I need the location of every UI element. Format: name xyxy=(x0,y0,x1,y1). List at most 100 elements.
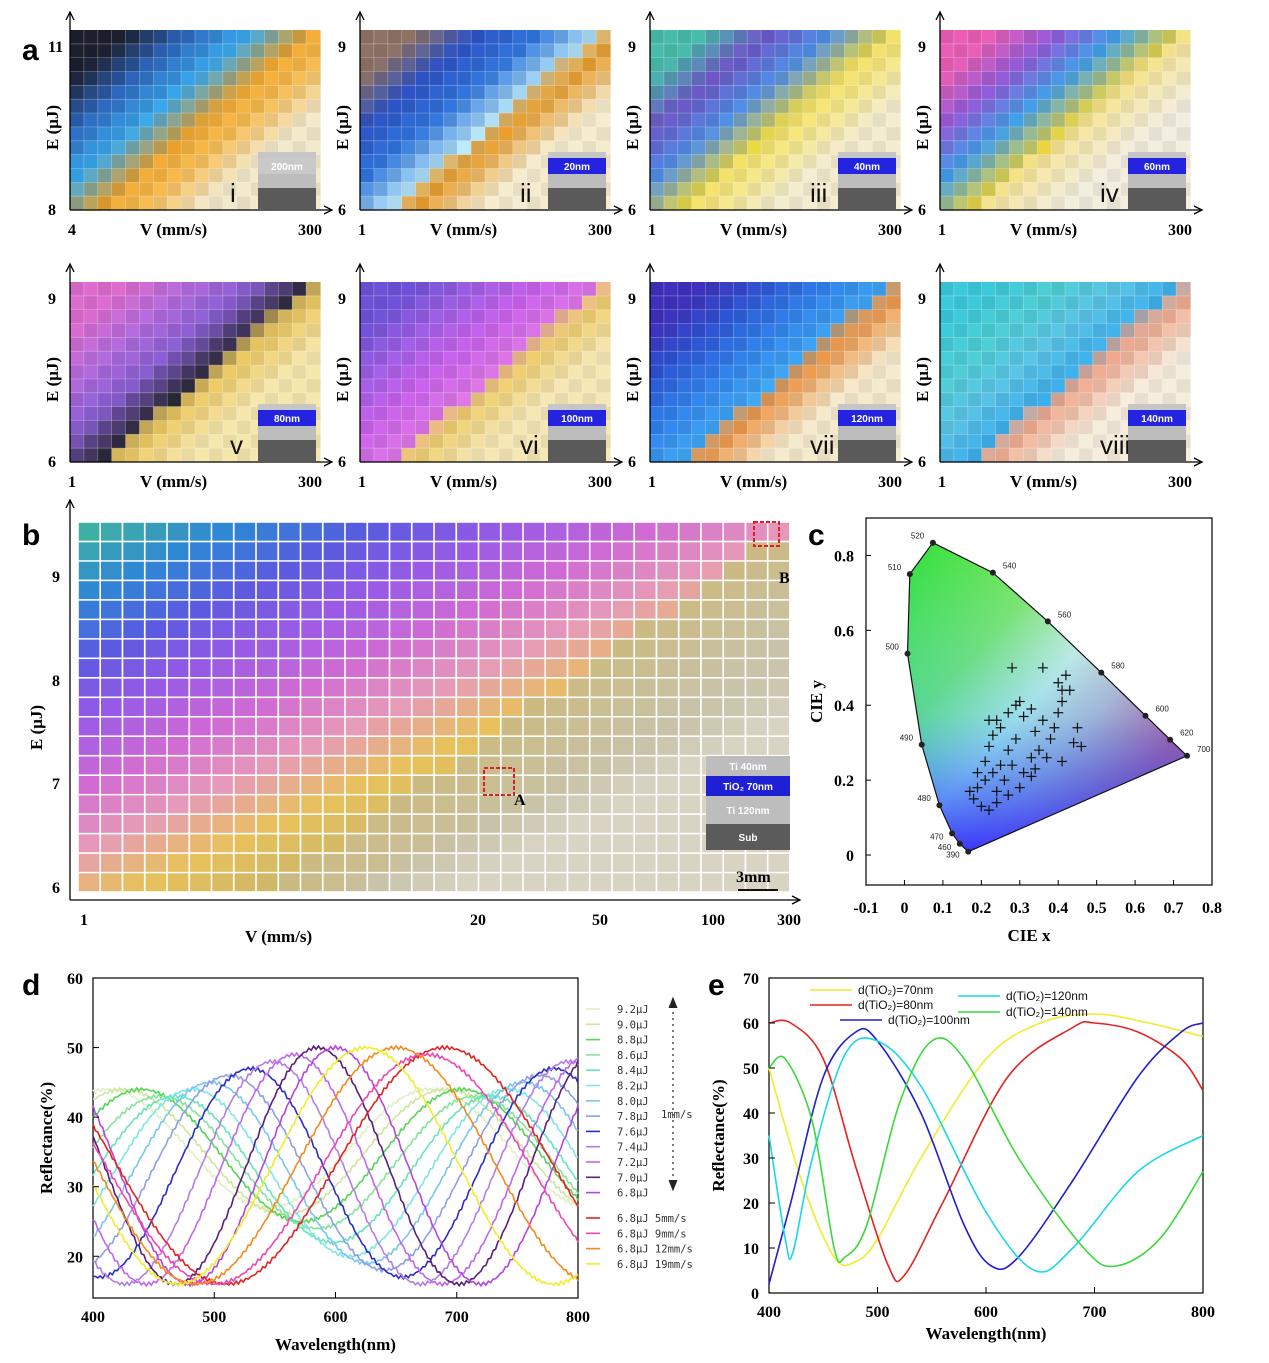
color-square xyxy=(830,323,846,338)
color-square xyxy=(429,43,444,59)
color-square xyxy=(195,154,210,169)
color-square xyxy=(78,853,100,872)
color-square xyxy=(139,295,154,311)
color-square xyxy=(278,309,293,325)
color-square xyxy=(167,113,182,128)
color-square xyxy=(123,620,144,639)
color-square xyxy=(390,542,411,561)
color-square xyxy=(1134,309,1149,325)
color-square xyxy=(761,113,776,128)
color-square xyxy=(802,113,818,128)
color-square xyxy=(677,434,693,449)
inset-film-layer xyxy=(1128,410,1186,426)
color-square xyxy=(802,351,818,366)
color-square xyxy=(635,814,656,833)
color-square xyxy=(775,378,790,394)
color-square xyxy=(139,126,154,142)
color-square xyxy=(554,309,569,325)
color-square xyxy=(139,282,154,297)
color-square xyxy=(733,30,748,45)
color-square xyxy=(123,737,144,755)
color-square xyxy=(1092,126,1108,142)
color-square xyxy=(83,392,99,408)
color-square xyxy=(1009,378,1024,394)
color-square xyxy=(967,295,983,311)
color-square xyxy=(471,43,486,59)
color-square xyxy=(471,323,486,338)
color-square xyxy=(153,43,168,59)
color-square xyxy=(167,659,189,677)
cie-data-point xyxy=(1014,696,1025,707)
color-square xyxy=(125,323,141,338)
subplot-vi-x-arrow xyxy=(613,457,624,467)
y-min-label: 6 xyxy=(918,202,926,219)
color-square xyxy=(256,834,278,853)
color-square xyxy=(368,600,389,619)
color-square xyxy=(691,43,707,59)
color-square xyxy=(512,323,528,338)
color-square xyxy=(679,678,701,697)
color-square xyxy=(222,140,238,156)
color-square xyxy=(705,378,721,394)
color-square xyxy=(705,57,721,73)
color-square xyxy=(167,406,182,421)
color-square xyxy=(471,434,486,449)
color-square xyxy=(323,522,345,541)
color-square xyxy=(181,392,196,408)
color-square xyxy=(181,295,196,311)
color-square xyxy=(546,639,567,658)
color-square xyxy=(70,337,85,352)
color-square xyxy=(292,126,307,142)
color-square xyxy=(526,448,542,463)
color-square xyxy=(1051,113,1066,128)
y-min-label: 8 xyxy=(48,202,56,219)
color-square xyxy=(747,182,762,197)
color-square xyxy=(101,756,122,775)
color-square xyxy=(816,113,832,128)
color-square xyxy=(412,737,434,755)
color-square xyxy=(526,154,542,169)
color-square xyxy=(485,420,500,435)
color-square xyxy=(234,561,256,580)
color-square xyxy=(953,182,969,197)
color-square xyxy=(844,57,859,73)
color-square xyxy=(844,71,859,86)
color-square xyxy=(373,323,389,338)
y-max-label: 9 xyxy=(48,291,56,308)
color-square xyxy=(498,85,514,100)
color-square xyxy=(139,309,154,325)
color-square xyxy=(167,126,182,142)
color-square xyxy=(582,378,597,394)
color-square xyxy=(1176,99,1191,114)
color-square xyxy=(775,99,790,114)
color-square xyxy=(471,154,486,169)
color-square xyxy=(256,776,278,794)
color-square xyxy=(981,309,997,325)
color-square xyxy=(872,282,887,297)
color-square xyxy=(886,30,901,45)
color-square xyxy=(292,43,307,59)
color-square xyxy=(1092,378,1108,394)
color-square xyxy=(415,406,431,421)
x-tick-label: 700 xyxy=(1083,1304,1107,1321)
subplot-numeral: v xyxy=(230,430,243,460)
color-square xyxy=(234,814,256,833)
color-square xyxy=(872,140,887,156)
color-square xyxy=(568,126,583,142)
color-square xyxy=(101,795,122,814)
color-square xyxy=(471,351,486,366)
color-square xyxy=(301,756,322,775)
color-square xyxy=(940,113,955,128)
color-square xyxy=(443,99,458,114)
cie-data-point xyxy=(1026,752,1037,763)
color-square xyxy=(1065,448,1080,463)
color-square xyxy=(858,351,873,366)
color-square xyxy=(123,581,144,600)
color-square xyxy=(279,737,300,755)
color-square xyxy=(705,434,721,449)
color-square xyxy=(1092,99,1108,114)
color-square xyxy=(1092,392,1108,408)
color-square xyxy=(967,392,983,408)
x-tick-label: 700 xyxy=(445,1309,469,1326)
color-square xyxy=(498,196,514,211)
